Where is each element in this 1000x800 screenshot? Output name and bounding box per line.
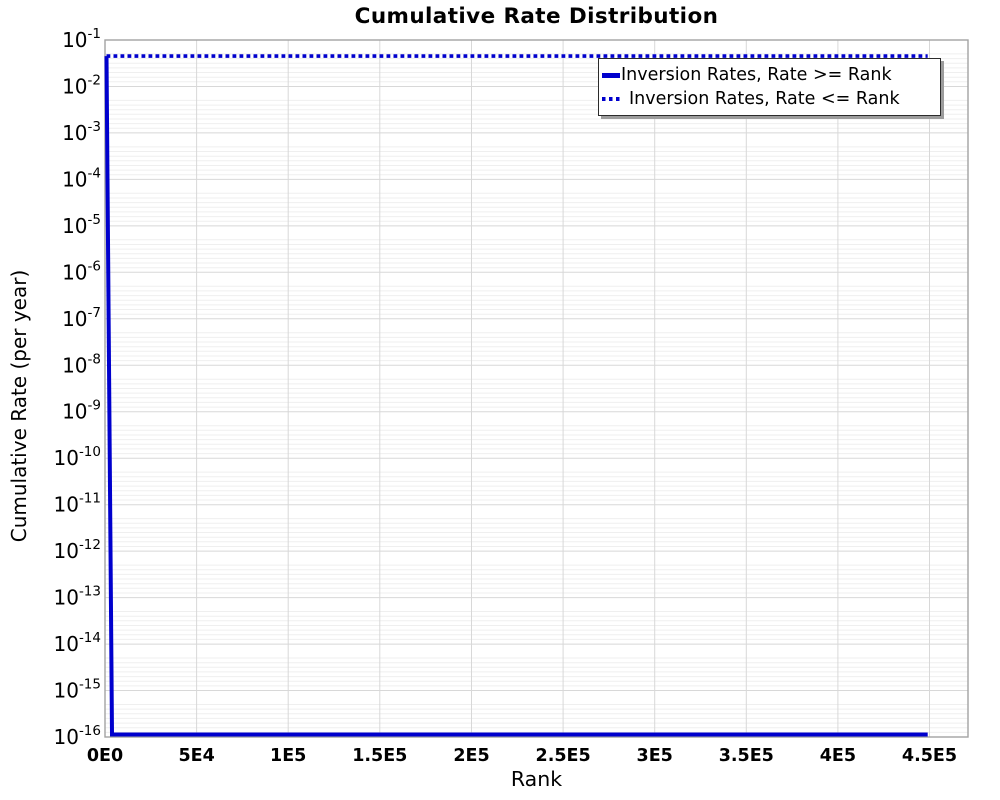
y-tick-label: 10-4 xyxy=(62,165,101,191)
gridlines-minor xyxy=(105,53,968,733)
chart-title: Cumulative Rate Distribution xyxy=(354,4,719,29)
y-tick-label: 10-11 xyxy=(53,491,101,517)
y-tick-label: 10-15 xyxy=(53,677,101,703)
solid-line-swatch xyxy=(602,72,620,78)
gridlines-major-x xyxy=(196,40,930,737)
y-tick-label: 10-3 xyxy=(62,119,101,145)
dotted-line-swatch xyxy=(602,97,623,101)
x-tick-labels: 0E0 5E4 1E5 1.5E5 2E5 2.5E5 3E5 3.5E5 4E5 4.5E5 xyxy=(87,746,957,766)
y-tick-label: 10-6 xyxy=(62,258,101,284)
x-tick-label: 1.5E5 xyxy=(352,746,407,766)
y-tick-label: 10-2 xyxy=(62,73,101,99)
y-tick-label: 10-9 xyxy=(62,398,101,424)
x-tick-label: 4.5E5 xyxy=(902,746,957,766)
y-tick-label: 10-16 xyxy=(53,723,101,749)
y-tick-labels: 10-1 10-2 10-3 10-4 10-5 10-6 10-7 10-8 10-9 10-1… xyxy=(53,26,101,749)
x-tick-label: 2E5 xyxy=(453,746,489,766)
y-tick-label: 10-14 xyxy=(53,630,101,656)
legend-item-rate-le-rank: Inversion Rates, Rate <= Rank xyxy=(602,89,936,109)
y-tick-label: 10-5 xyxy=(62,212,101,238)
legend: Inversion Rates, Rate >= Rank Inversion … xyxy=(598,58,941,116)
x-axis-label: Rank xyxy=(510,767,563,791)
plot-border xyxy=(104,39,969,738)
x-tick-label: 3.5E5 xyxy=(719,746,774,766)
legend-label: Inversion Rates, Rate >= Rank xyxy=(621,65,892,85)
y-tick-label: 10-12 xyxy=(53,537,101,563)
x-tick-label: 3E5 xyxy=(637,746,673,766)
x-tick-label: 2.5E5 xyxy=(536,746,591,766)
x-tick-label: 4E5 xyxy=(820,746,856,766)
y-tick-label: 10-13 xyxy=(53,584,101,610)
y-tick-label: 10-7 xyxy=(62,305,101,331)
y-tick-label: 10-10 xyxy=(53,444,101,470)
x-tick-label: 5E4 xyxy=(178,746,214,766)
series-rate-ge-rank xyxy=(104,56,928,737)
x-tick-label: 0E0 xyxy=(87,746,123,766)
y-axis-label: Cumulative Rate (per year) xyxy=(7,269,31,543)
legend-label: Inversion Rates, Rate <= Rank xyxy=(629,89,900,109)
x-tick-label: 1E5 xyxy=(270,746,306,766)
y-tick-label: 10-8 xyxy=(62,351,101,377)
legend-item-rate-ge-rank: Inversion Rates, Rate >= Rank xyxy=(602,65,936,85)
y-tick-label: 10-1 xyxy=(62,26,101,52)
